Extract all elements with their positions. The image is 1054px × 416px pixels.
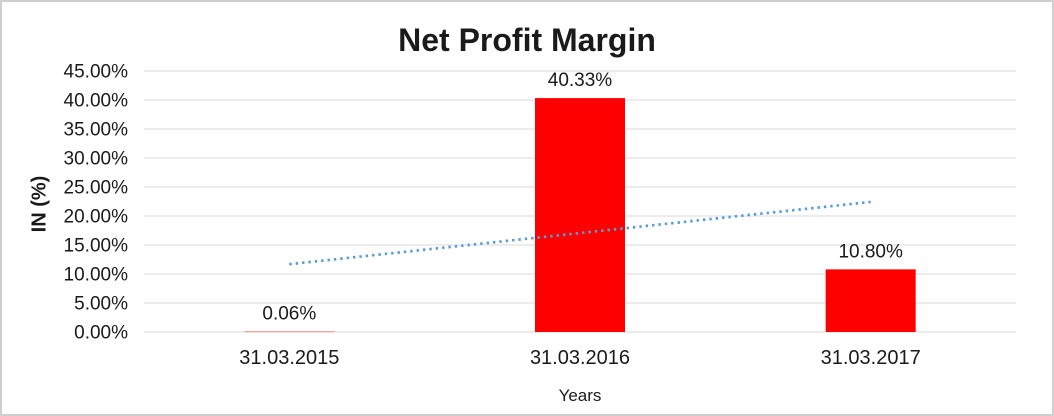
x-category-label: 31.03.2016: [530, 347, 630, 369]
y-tick-label: 10.00%: [64, 265, 129, 286]
bar-data-label: 10.80%: [838, 241, 903, 262]
y-tick-label: 15.00%: [64, 236, 129, 257]
y-tick-label: 35.00%: [64, 120, 129, 141]
y-tick-label: 25.00%: [64, 178, 129, 199]
y-tick-label: 30.00%: [64, 149, 129, 170]
y-tick-label: 20.00%: [64, 207, 129, 228]
y-tick-label: 0.00%: [74, 323, 128, 344]
y-tick-label: 40.00%: [64, 91, 129, 112]
bar-data-label: 40.33%: [548, 70, 613, 91]
y-tick-label: 5.00%: [74, 294, 128, 315]
trendline: [289, 200, 871, 266]
bar: [535, 98, 625, 332]
x-category-label: 31.03.2017: [821, 347, 921, 369]
x-axis-title: Years: [558, 386, 602, 405]
bar: [825, 269, 916, 332]
x-category-label: 31.03.2015: [239, 347, 339, 369]
chart-title: Net Profit Margin: [398, 22, 656, 58]
bar-data-label: 0.06%: [262, 304, 316, 325]
y-tick-label: 45.00%: [64, 62, 129, 83]
